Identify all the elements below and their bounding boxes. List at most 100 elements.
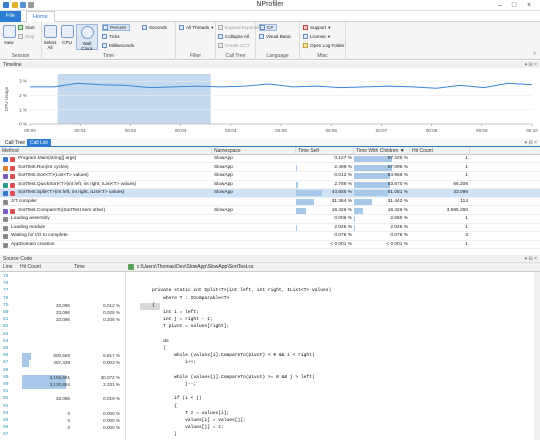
visual-basic-button[interactable]: Visual Basic	[259, 33, 291, 40]
source-line[interactable]: 89 3,155,991 30.072 % while (values[j].Com…	[0, 374, 534, 382]
line-hit-count: 600,559	[53, 353, 70, 359]
select-all-button[interactable]: Select All	[43, 25, 57, 50]
table-row[interactable]: Waiting for I/O to complete 0.078 % 0.078 …	[0, 232, 540, 241]
panel-pin-icon[interactable]: ▾ ⊟ ×	[524, 140, 537, 146]
source-code-panel: Line Hit Count Time c:\Users\Thomas\Dev\…	[0, 263, 540, 440]
source-line[interactable]: 84 do	[0, 339, 534, 346]
quick-access-dropdown-icon[interactable]	[28, 2, 34, 8]
seconds-button[interactable]: Seconds	[142, 24, 167, 31]
tab-file[interactable]: File	[0, 11, 21, 22]
minimize-button[interactable]: –	[498, 2, 502, 9]
table-row[interactable]: SortTest.QuickSort<T>(int left, int righ…	[0, 181, 540, 190]
csharp-button[interactable]: C#	[259, 24, 277, 31]
tab-home[interactable]: Home	[26, 11, 55, 22]
source-line[interactable]: 82 T pivot = values[right];	[0, 324, 534, 331]
table-row[interactable]: AppDomain creation < 0.001 % < 0.001 % 1	[0, 241, 540, 250]
collapse-all-button[interactable]: Collapse All	[218, 33, 249, 40]
language-group-label: Language	[266, 53, 289, 59]
source-line[interactable]: 85 {	[0, 346, 534, 353]
cpu-usage-chart[interactable]: 3 % 2 % 1 % 0 % CPU Usage 00:00 00:01 00:02 00:0…	[0, 68, 540, 138]
source-line[interactable]: 75	[0, 274, 534, 281]
source-line[interactable]: 88	[0, 368, 534, 375]
table-row[interactable]: Program.Main(string[] args) SlowApp 0.127 …	[0, 155, 540, 164]
ticks-icon	[102, 34, 107, 39]
x-tick-label: 00:05	[275, 128, 287, 133]
panel-pin-icon[interactable]: ▾ ⊟ ×	[524, 256, 537, 262]
source-line[interactable]: 81 33,096 0.206 % int j = right - 1;	[0, 317, 534, 324]
wall-clock-button[interactable]: Wall Clock	[76, 24, 98, 51]
source-line[interactable]: 96 0 0.000 % values[j] = z;	[0, 425, 534, 432]
source-line[interactable]: 87 467,439 0.003 % i++;	[0, 360, 534, 368]
open-log-folder-button[interactable]: Open Log Folder	[303, 42, 344, 49]
ticks-button[interactable]: Ticks	[102, 33, 120, 40]
source-line[interactable]: 77 private static int Split<T>(int left,…	[0, 288, 534, 295]
table-row[interactable]: SortTest.Split<T>(int left, int right, I…	[0, 189, 540, 198]
source-line[interactable]: 91	[0, 389, 534, 396]
source-line[interactable]: 94 0 0.000 % T z = values[i];	[0, 411, 534, 418]
vertical-scrollbar[interactable]	[534, 272, 540, 440]
tab-call-list[interactable]: Call List	[27, 139, 51, 147]
namespace-cell	[214, 198, 294, 206]
cpu-icon	[60, 25, 74, 38]
percent-button[interactable]: Percent	[102, 24, 130, 31]
code-line: {	[130, 346, 166, 351]
x-tick-label: 00:01	[74, 128, 86, 133]
cct-icon	[218, 43, 223, 48]
hit-count-bar	[22, 353, 31, 361]
start-button[interactable]: Start	[18, 24, 35, 31]
table-row[interactable]: JIT compiler 31.364 % 31.442 % 114	[0, 198, 540, 207]
hit-count-bar	[22, 382, 66, 389]
support-dropdown[interactable]: Support ▾	[303, 24, 330, 31]
line-number: 83	[3, 331, 9, 337]
table-row[interactable]: SortTest.Run(int cycles) SlowApp 2.499 % 67…	[0, 164, 540, 172]
new-button[interactable]: New	[2, 25, 16, 45]
line-number: 87	[3, 360, 9, 366]
col-time-self[interactable]: Time Self	[296, 147, 354, 155]
col-namespace[interactable]: Namespace	[212, 147, 296, 155]
percent-bar	[354, 199, 372, 205]
stop-button[interactable]: Stop	[18, 33, 34, 40]
timeline-chart[interactable]: 3 % 2 % 1 % 0 % CPU Usage 00:00 00:01 00:02 00:0…	[0, 68, 540, 138]
table-row[interactable]: SortTest.Sort<T>(List<T> values) SlowApp 0…	[0, 172, 540, 181]
namespace-cell: SlowApp	[214, 181, 233, 187]
source-line[interactable]: 76	[0, 281, 534, 288]
source-line[interactable]: 78 where T : IComparable<T>	[0, 296, 534, 303]
source-line[interactable]: 79 33,096 0.012 % {	[0, 302, 534, 310]
method-cell: SortTest.QuickSort<T>(int left, int righ…	[18, 181, 137, 187]
collapse-ribbon-icon[interactable]: ˄	[533, 51, 536, 57]
table-row[interactable]: Loading module 2.045 % 2.045 % 1	[0, 224, 540, 233]
source-line[interactable]: 93 {	[0, 404, 534, 411]
time-self-cell: 2.045 %	[334, 224, 352, 230]
source-line[interactable]: 92 33,096 0.019 % if (i < j)	[0, 396, 534, 403]
source-line[interactable]: 83	[0, 332, 534, 339]
code-line: int j = right - 1;	[130, 317, 213, 323]
chevron-down-icon: ▾	[211, 24, 214, 30]
cpu-button[interactable]: CPU	[60, 25, 74, 45]
create-cct-button[interactable]: Create CCT	[218, 42, 250, 49]
panel-pin-icon[interactable]: ▾ ⊟ ×	[524, 62, 537, 68]
table-row[interactable]: SortTest.CompareTo(SortTest item other) S…	[0, 207, 540, 215]
tab-call-tree[interactable]: Call Tree	[5, 140, 26, 146]
col-method[interactable]: Method	[0, 147, 212, 155]
source-line[interactable]: 95 0 0.000 % values[i] = values[j];	[0, 418, 534, 425]
col-time-children[interactable]: Time With Children ▼	[354, 147, 410, 155]
code-line: }	[130, 432, 177, 438]
source-line[interactable]: 86 600,559 6.817 % while (values[i].Compar…	[0, 353, 534, 361]
source-line[interactable]: 80 33,096 0.025 % int i = left;	[0, 310, 534, 317]
table-row[interactable]: Loading assembly 0.006 % 2.050 % 1	[0, 215, 540, 224]
col-hit-count[interactable]: Hit Count	[410, 147, 470, 155]
save-icon[interactable]	[20, 2, 26, 8]
source-line[interactable]: 90 3,130,864 2.331 % j--;	[0, 382, 534, 389]
open-icon[interactable]	[12, 2, 18, 8]
source-line[interactable]: 97 }	[0, 432, 534, 439]
close-button[interactable]: ×	[526, 2, 532, 9]
hotspot-icon	[10, 157, 15, 162]
milliseconds-button[interactable]: Milliseconds	[102, 42, 134, 49]
code-line: int i = left;	[130, 310, 199, 315]
all-threads-dropdown[interactable]: All Threads ▾	[179, 24, 213, 31]
method-cell: Loading assembly	[11, 216, 50, 222]
col-line: Line	[3, 264, 13, 270]
expand-expensive-button[interactable]: Expand Expensive	[218, 24, 263, 31]
license-dropdown[interactable]: License ▾	[303, 33, 330, 40]
maximize-button[interactable]: □	[511, 2, 517, 9]
